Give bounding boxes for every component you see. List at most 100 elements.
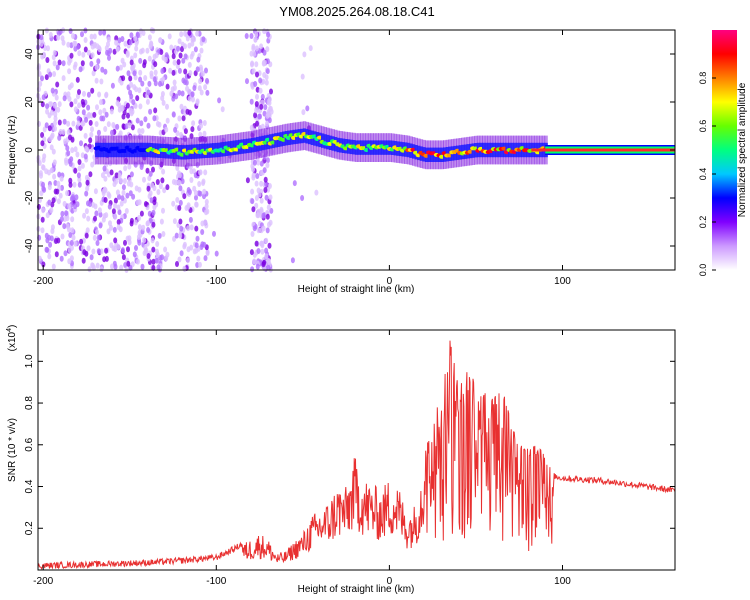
noise-cell — [165, 117, 170, 124]
noise-cell — [119, 264, 124, 271]
noise-cell — [173, 126, 178, 133]
noise-cell — [106, 36, 111, 43]
noise-cell — [47, 253, 52, 260]
noise-cell — [133, 219, 138, 226]
noise-cell — [200, 220, 205, 227]
noise-cell — [68, 181, 73, 188]
noise-cell — [138, 57, 143, 64]
noise-cell — [103, 126, 108, 132]
noise-cell — [127, 122, 132, 129]
noise-cell — [155, 241, 160, 247]
noise-cell — [204, 203, 209, 210]
noise-cell — [96, 234, 101, 241]
noise-cell — [251, 174, 256, 181]
noise-cell — [182, 79, 187, 85]
noise-cell — [174, 232, 179, 239]
colorbar-tick-label: 0.8 — [698, 72, 708, 85]
noise-cell — [118, 130, 123, 137]
noise-cell — [259, 240, 264, 247]
noise-cell — [146, 185, 151, 192]
noise-cell — [137, 215, 142, 221]
noise-cell — [52, 49, 57, 56]
noise-cell — [95, 229, 99, 236]
noise-cell — [188, 70, 193, 76]
noise-cell — [146, 89, 151, 96]
noise-cell — [95, 262, 100, 269]
noise-cell — [187, 95, 192, 102]
noise-cell — [84, 232, 89, 239]
noise-cell — [86, 215, 91, 222]
noise-cell — [202, 120, 207, 126]
noise-cell — [191, 120, 196, 127]
noise-cell — [67, 95, 72, 102]
noise-cell — [146, 253, 151, 259]
noise-cell — [127, 239, 132, 246]
noise-cell — [265, 68, 270, 75]
noise-cell — [157, 232, 162, 239]
ridge-band-cell — [175, 144, 180, 160]
noise-cell — [202, 241, 207, 248]
noise-cell — [204, 198, 209, 205]
noise-cell — [183, 68, 188, 75]
noise-cell — [142, 176, 146, 183]
noise-cell — [80, 152, 85, 159]
noise-cell — [212, 230, 216, 237]
noise-cell — [117, 172, 122, 179]
noise-cell — [264, 237, 269, 244]
noise-cell — [179, 103, 184, 110]
noise-cell — [114, 35, 119, 42]
noise-cell — [91, 70, 96, 77]
noise-cell — [86, 245, 91, 252]
noise-cell — [252, 225, 257, 232]
noise-cell — [119, 200, 124, 207]
noise-cell — [108, 220, 112, 227]
noise-cell — [109, 169, 114, 176]
noise-cell — [95, 104, 99, 111]
noise-cell — [57, 171, 62, 178]
noise-cell — [252, 159, 257, 166]
noise-cell — [71, 33, 75, 39]
ridge-band-cell — [274, 133, 278, 148]
noise-cell — [57, 119, 62, 126]
noise-cell — [147, 80, 152, 87]
noise-cell — [101, 216, 106, 223]
noise-cell — [290, 257, 295, 264]
noise-cell — [265, 213, 270, 220]
noise-cell — [185, 35, 190, 42]
noise-cell — [159, 49, 164, 55]
noise-cell — [183, 128, 188, 135]
noise-cell — [44, 122, 49, 129]
noise-cell — [47, 184, 52, 191]
noise-cell — [261, 261, 266, 268]
noise-cell — [93, 215, 97, 222]
noise-cell — [83, 132, 88, 139]
noise-cell — [72, 181, 77, 188]
noise-cell — [250, 188, 255, 195]
noise-cell — [192, 248, 197, 255]
noise-cell — [125, 50, 130, 57]
noise-cell — [142, 237, 147, 244]
snr-x-ticks: -200 -100 0 100 — [33, 330, 571, 587]
noise-cell — [73, 98, 78, 105]
noise-cell — [183, 30, 188, 37]
noise-cell — [55, 188, 60, 195]
noise-cell — [161, 99, 166, 106]
noise-cell — [40, 53, 45, 60]
noise-cell — [198, 78, 203, 85]
noise-cell — [104, 111, 109, 118]
noise-cell — [52, 102, 57, 109]
noise-cell — [89, 254, 94, 261]
noise-cell — [202, 130, 207, 137]
noise-cell — [79, 238, 84, 245]
noise-cell — [135, 117, 140, 124]
ridge-band-cell — [318, 132, 322, 148]
snr-frame — [37, 329, 676, 571]
noise-cell — [117, 77, 122, 84]
noise-cell — [97, 91, 102, 98]
noise-cell — [102, 165, 107, 172]
noise-cell — [129, 220, 134, 227]
y-tick-label: 20 — [24, 96, 35, 108]
noise-cell — [194, 242, 199, 249]
noise-cell — [255, 45, 259, 52]
noise-cell — [172, 218, 177, 225]
